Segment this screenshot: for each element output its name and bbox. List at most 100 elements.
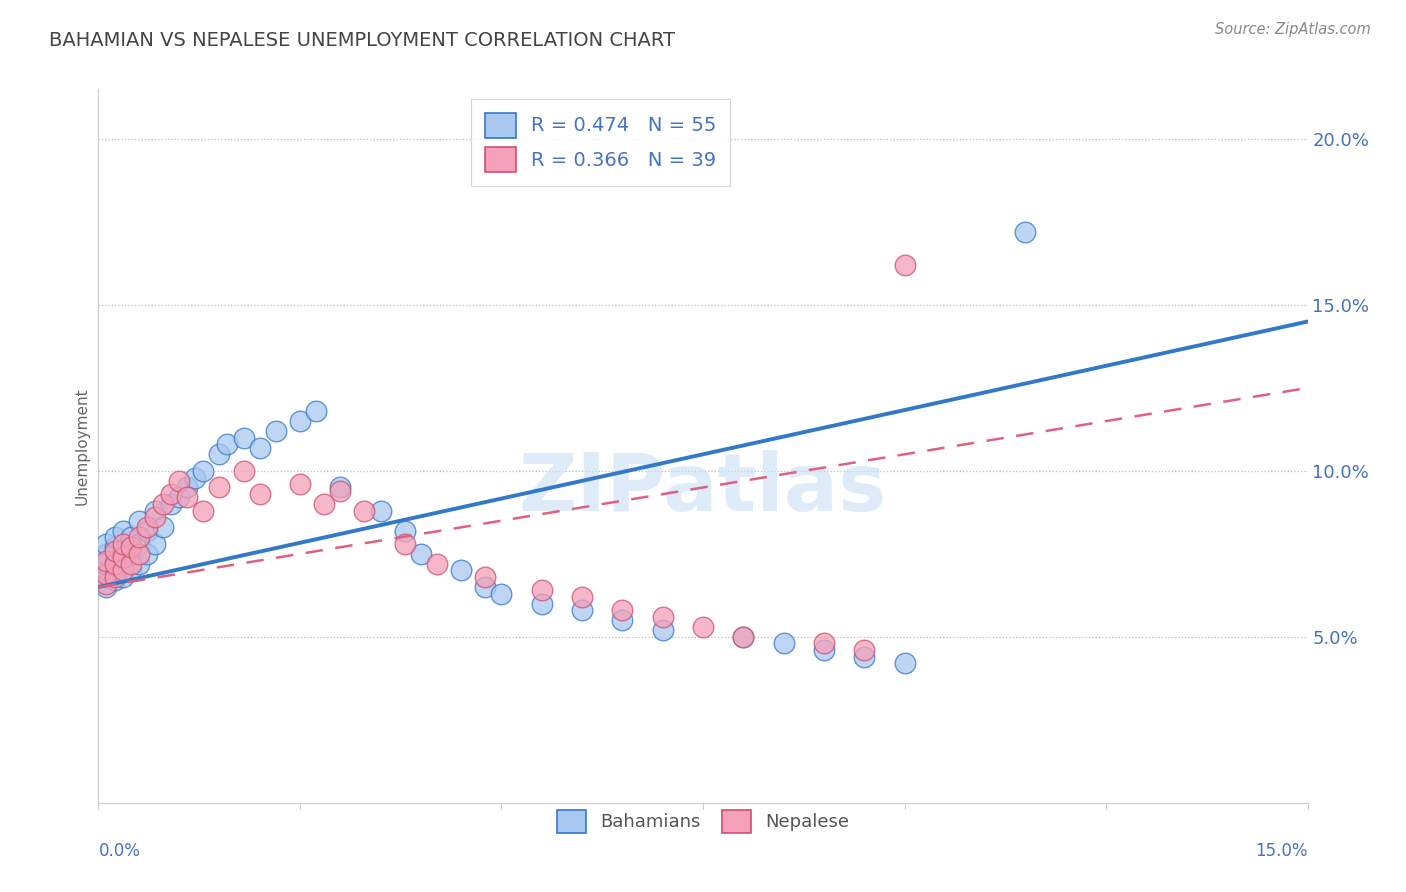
Point [329, 483, 352, 498]
Point [1014, 225, 1036, 239]
Text: BAHAMIAN VS NEPALESE UNEMPLOYMENT CORRELATION CHART: BAHAMIAN VS NEPALESE UNEMPLOYMENT CORREL… [49, 31, 675, 50]
Point [394, 537, 416, 551]
Point [96, 566, 118, 581]
Point [176, 491, 198, 505]
Point [232, 464, 254, 478]
Point [474, 570, 496, 584]
Point [772, 636, 794, 650]
Point [143, 504, 166, 518]
Point [103, 530, 125, 544]
Legend: Bahamians, Nepalese: Bahamians, Nepalese [550, 803, 856, 840]
Point [111, 537, 134, 551]
Point [394, 524, 416, 538]
Point [853, 649, 876, 664]
Point [329, 481, 352, 495]
Point [491, 587, 513, 601]
Point [96, 547, 118, 561]
Point [96, 553, 118, 567]
Point [193, 504, 215, 518]
Point [530, 583, 553, 598]
Point [571, 603, 593, 617]
Point [733, 630, 755, 644]
Point [96, 564, 118, 578]
Point [96, 557, 118, 571]
Point [111, 550, 134, 565]
Point [450, 564, 472, 578]
Point [152, 520, 174, 534]
Text: 0.0%: 0.0% [98, 842, 141, 860]
Point [128, 537, 150, 551]
Point [103, 540, 125, 554]
Point [314, 497, 336, 511]
Point [103, 574, 125, 588]
Point [111, 570, 134, 584]
Point [103, 557, 125, 571]
Point [120, 530, 142, 544]
Point [733, 630, 755, 644]
Point [135, 520, 157, 534]
Point [288, 477, 311, 491]
Point [249, 441, 271, 455]
Point [120, 557, 142, 571]
Point [111, 543, 134, 558]
Point [530, 597, 553, 611]
Point [103, 570, 125, 584]
Text: 15.0%: 15.0% [1256, 842, 1308, 860]
Point [217, 437, 239, 451]
Point [571, 590, 593, 604]
Point [370, 504, 392, 518]
Point [103, 553, 125, 567]
Point [96, 537, 118, 551]
Text: ZIPatlas: ZIPatlas [519, 450, 887, 528]
Point [208, 481, 231, 495]
Point [160, 497, 183, 511]
Point [120, 540, 142, 554]
Point [232, 431, 254, 445]
Point [264, 424, 287, 438]
Point [893, 657, 915, 671]
Point [305, 404, 328, 418]
Point [167, 491, 190, 505]
Point [135, 524, 157, 538]
Point [143, 510, 166, 524]
Point [96, 576, 118, 591]
Point [193, 464, 215, 478]
Y-axis label: Unemployment: Unemployment [75, 387, 90, 505]
Point [249, 487, 271, 501]
Point [111, 564, 134, 578]
Point [111, 557, 134, 571]
Point [96, 570, 118, 584]
Point [152, 497, 174, 511]
Point [474, 580, 496, 594]
Text: Source: ZipAtlas.com: Source: ZipAtlas.com [1215, 22, 1371, 37]
Point [612, 603, 634, 617]
Point [184, 470, 207, 484]
Point [135, 547, 157, 561]
Point [143, 537, 166, 551]
Point [111, 524, 134, 538]
Point [103, 564, 125, 578]
Point [426, 557, 449, 571]
Point [651, 624, 673, 638]
Point [128, 530, 150, 544]
Point [651, 610, 673, 624]
Point [409, 547, 432, 561]
Point [167, 474, 190, 488]
Point [120, 564, 142, 578]
Point [813, 636, 835, 650]
Point [96, 580, 118, 594]
Point [128, 514, 150, 528]
Point [288, 414, 311, 428]
Point [120, 547, 142, 561]
Point [893, 258, 915, 272]
Point [128, 557, 150, 571]
Point [813, 643, 835, 657]
Point [128, 547, 150, 561]
Point [208, 447, 231, 461]
Point [612, 613, 634, 627]
Point [103, 543, 125, 558]
Point [853, 643, 876, 657]
Point [692, 620, 714, 634]
Point [160, 487, 183, 501]
Point [353, 504, 375, 518]
